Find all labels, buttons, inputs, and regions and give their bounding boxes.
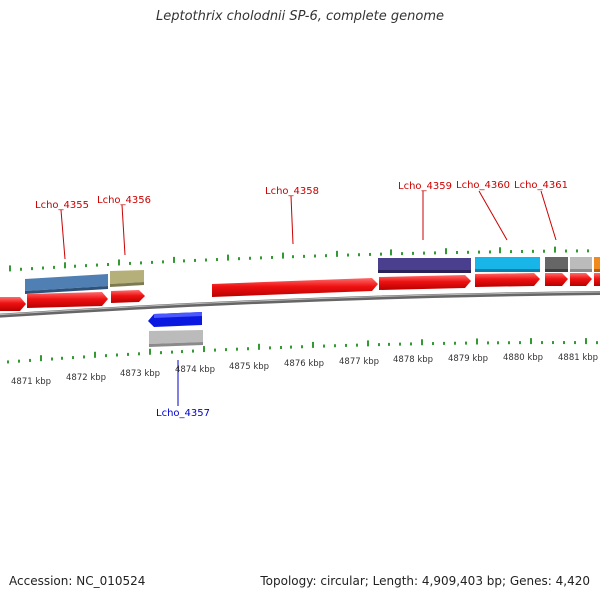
kbp-label: 4875 kbp: [229, 362, 269, 372]
cds-arrow-reverse-highlight: [154, 312, 202, 318]
gene-box-lcho-4356-shadow: [110, 282, 144, 287]
cds-arrow: [475, 273, 540, 287]
cds-arrow: [545, 273, 568, 286]
gene-box-lcho-4355-shadow: [25, 286, 108, 294]
kbp-label: 4872 kbp: [66, 373, 106, 383]
kbp-label: 4876 kbp: [284, 359, 324, 369]
gene-box-light-grey: [570, 257, 592, 269]
kbp-label: 4871 kbp: [11, 377, 51, 387]
genome-summary-footer: Topology: circular; Length: 4,909,403 bp…: [260, 574, 590, 588]
cds-arrow: [212, 278, 378, 297]
gene-box-lcho-4359-shadow: [378, 270, 471, 273]
gene-box-lcho-4355: [25, 274, 108, 291]
kbp-label: 4881 kbp: [558, 353, 598, 363]
leader-line-lcho-4356: [121, 204, 126, 256]
kbp-axis-labels: 4871 kbp 4872 kbp 4873 kbp 4874 kbp 4875…: [11, 353, 598, 387]
cds-arrow: [27, 292, 108, 308]
gene-box-lcho-4360-shadow: [475, 269, 540, 272]
genome-backbone: [0, 291, 600, 318]
label-leader-lines: [60, 190, 557, 406]
gene-box-lcho-4356: [110, 270, 144, 284]
map-title: Leptothrix cholodnii SP-6, complete geno…: [156, 9, 444, 24]
cds-arrow: [594, 273, 600, 286]
gene-label-lcho-4358: Lcho_4358: [265, 186, 319, 197]
kbp-label: 4880 kbp: [503, 353, 543, 363]
gene-box-lcho-4361-shadow: [545, 269, 568, 272]
gene-track-forward: [25, 257, 600, 294]
gene-labels: Lcho_4355 Lcho_4356 Lcho_4357 Lcho_4358 …: [35, 180, 568, 419]
gene-box-orange-shadow: [594, 269, 600, 272]
genome-backbone-highlight: [0, 291, 600, 316]
gene-label-lcho-4360: Lcho_4360: [456, 180, 510, 191]
leader-line-lcho-4361: [540, 190, 557, 241]
gene-box-orange: [594, 257, 600, 269]
minor-ticks-bottom: [7, 338, 598, 364]
gene-box-lcho-4361: [545, 257, 568, 269]
gene-label-lcho-4361: Lcho_4361: [514, 180, 568, 191]
gene-box-lcho-4357: [149, 330, 203, 344]
kbp-label: 4873 kbp: [120, 369, 160, 379]
kbp-label: 4874 kbp: [175, 365, 215, 375]
leader-line-lcho-4355: [60, 209, 66, 260]
kbp-label: 4878 kbp: [393, 355, 433, 365]
gene-label-lcho-4357: Lcho_4357: [156, 408, 210, 419]
leader-line-lcho-4360: [478, 190, 508, 241]
gene-box-lcho-4357-shadow: [149, 342, 203, 347]
cds-arrow: [570, 273, 592, 286]
gene-box-light-grey-shadow: [570, 269, 592, 272]
gene-label-lcho-4359: Lcho_4359: [398, 181, 452, 192]
kbp-label: 4877 kbp: [339, 357, 379, 367]
gene-track-reverse: [148, 312, 203, 347]
cds-arrow: [111, 290, 145, 303]
accession-footer: Accession: NC_010524: [9, 574, 146, 588]
gene-label-lcho-4355: Lcho_4355: [35, 200, 89, 211]
cds-arrow: [379, 275, 471, 290]
minor-ticks-top: [9, 246, 589, 272]
gene-label-lcho-4356: Lcho_4356: [97, 195, 151, 206]
leader-line-lcho-4358: [290, 195, 294, 245]
kbp-label: 4879 kbp: [448, 354, 488, 364]
gene-box-lcho-4359: [378, 258, 471, 270]
cds-track-forward: [0, 273, 600, 311]
gene-box-lcho-4360: [475, 257, 540, 269]
cds-arrow: [0, 297, 26, 311]
